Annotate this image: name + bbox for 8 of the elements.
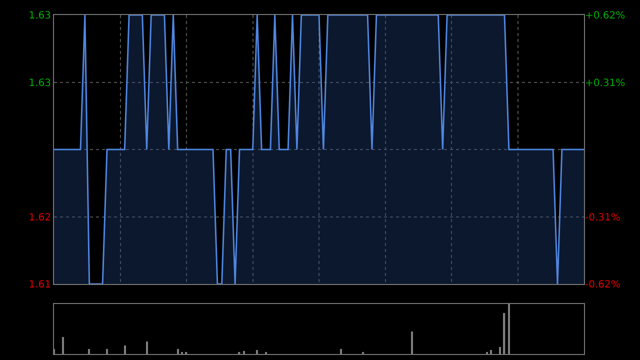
y-tick-label: 1.61 xyxy=(28,280,51,290)
y2-tick-label: +0.62% xyxy=(585,10,626,22)
y-tick-label: 1.63 xyxy=(28,10,51,22)
y-tick-label: 1.62 xyxy=(28,212,51,224)
y-tick-label: 1.63 xyxy=(28,78,51,89)
y2-tick-label: -0.62% xyxy=(585,280,620,290)
y2-tick-label: -0.31% xyxy=(585,212,620,224)
y2-tick-label: +0.31% xyxy=(585,78,626,89)
